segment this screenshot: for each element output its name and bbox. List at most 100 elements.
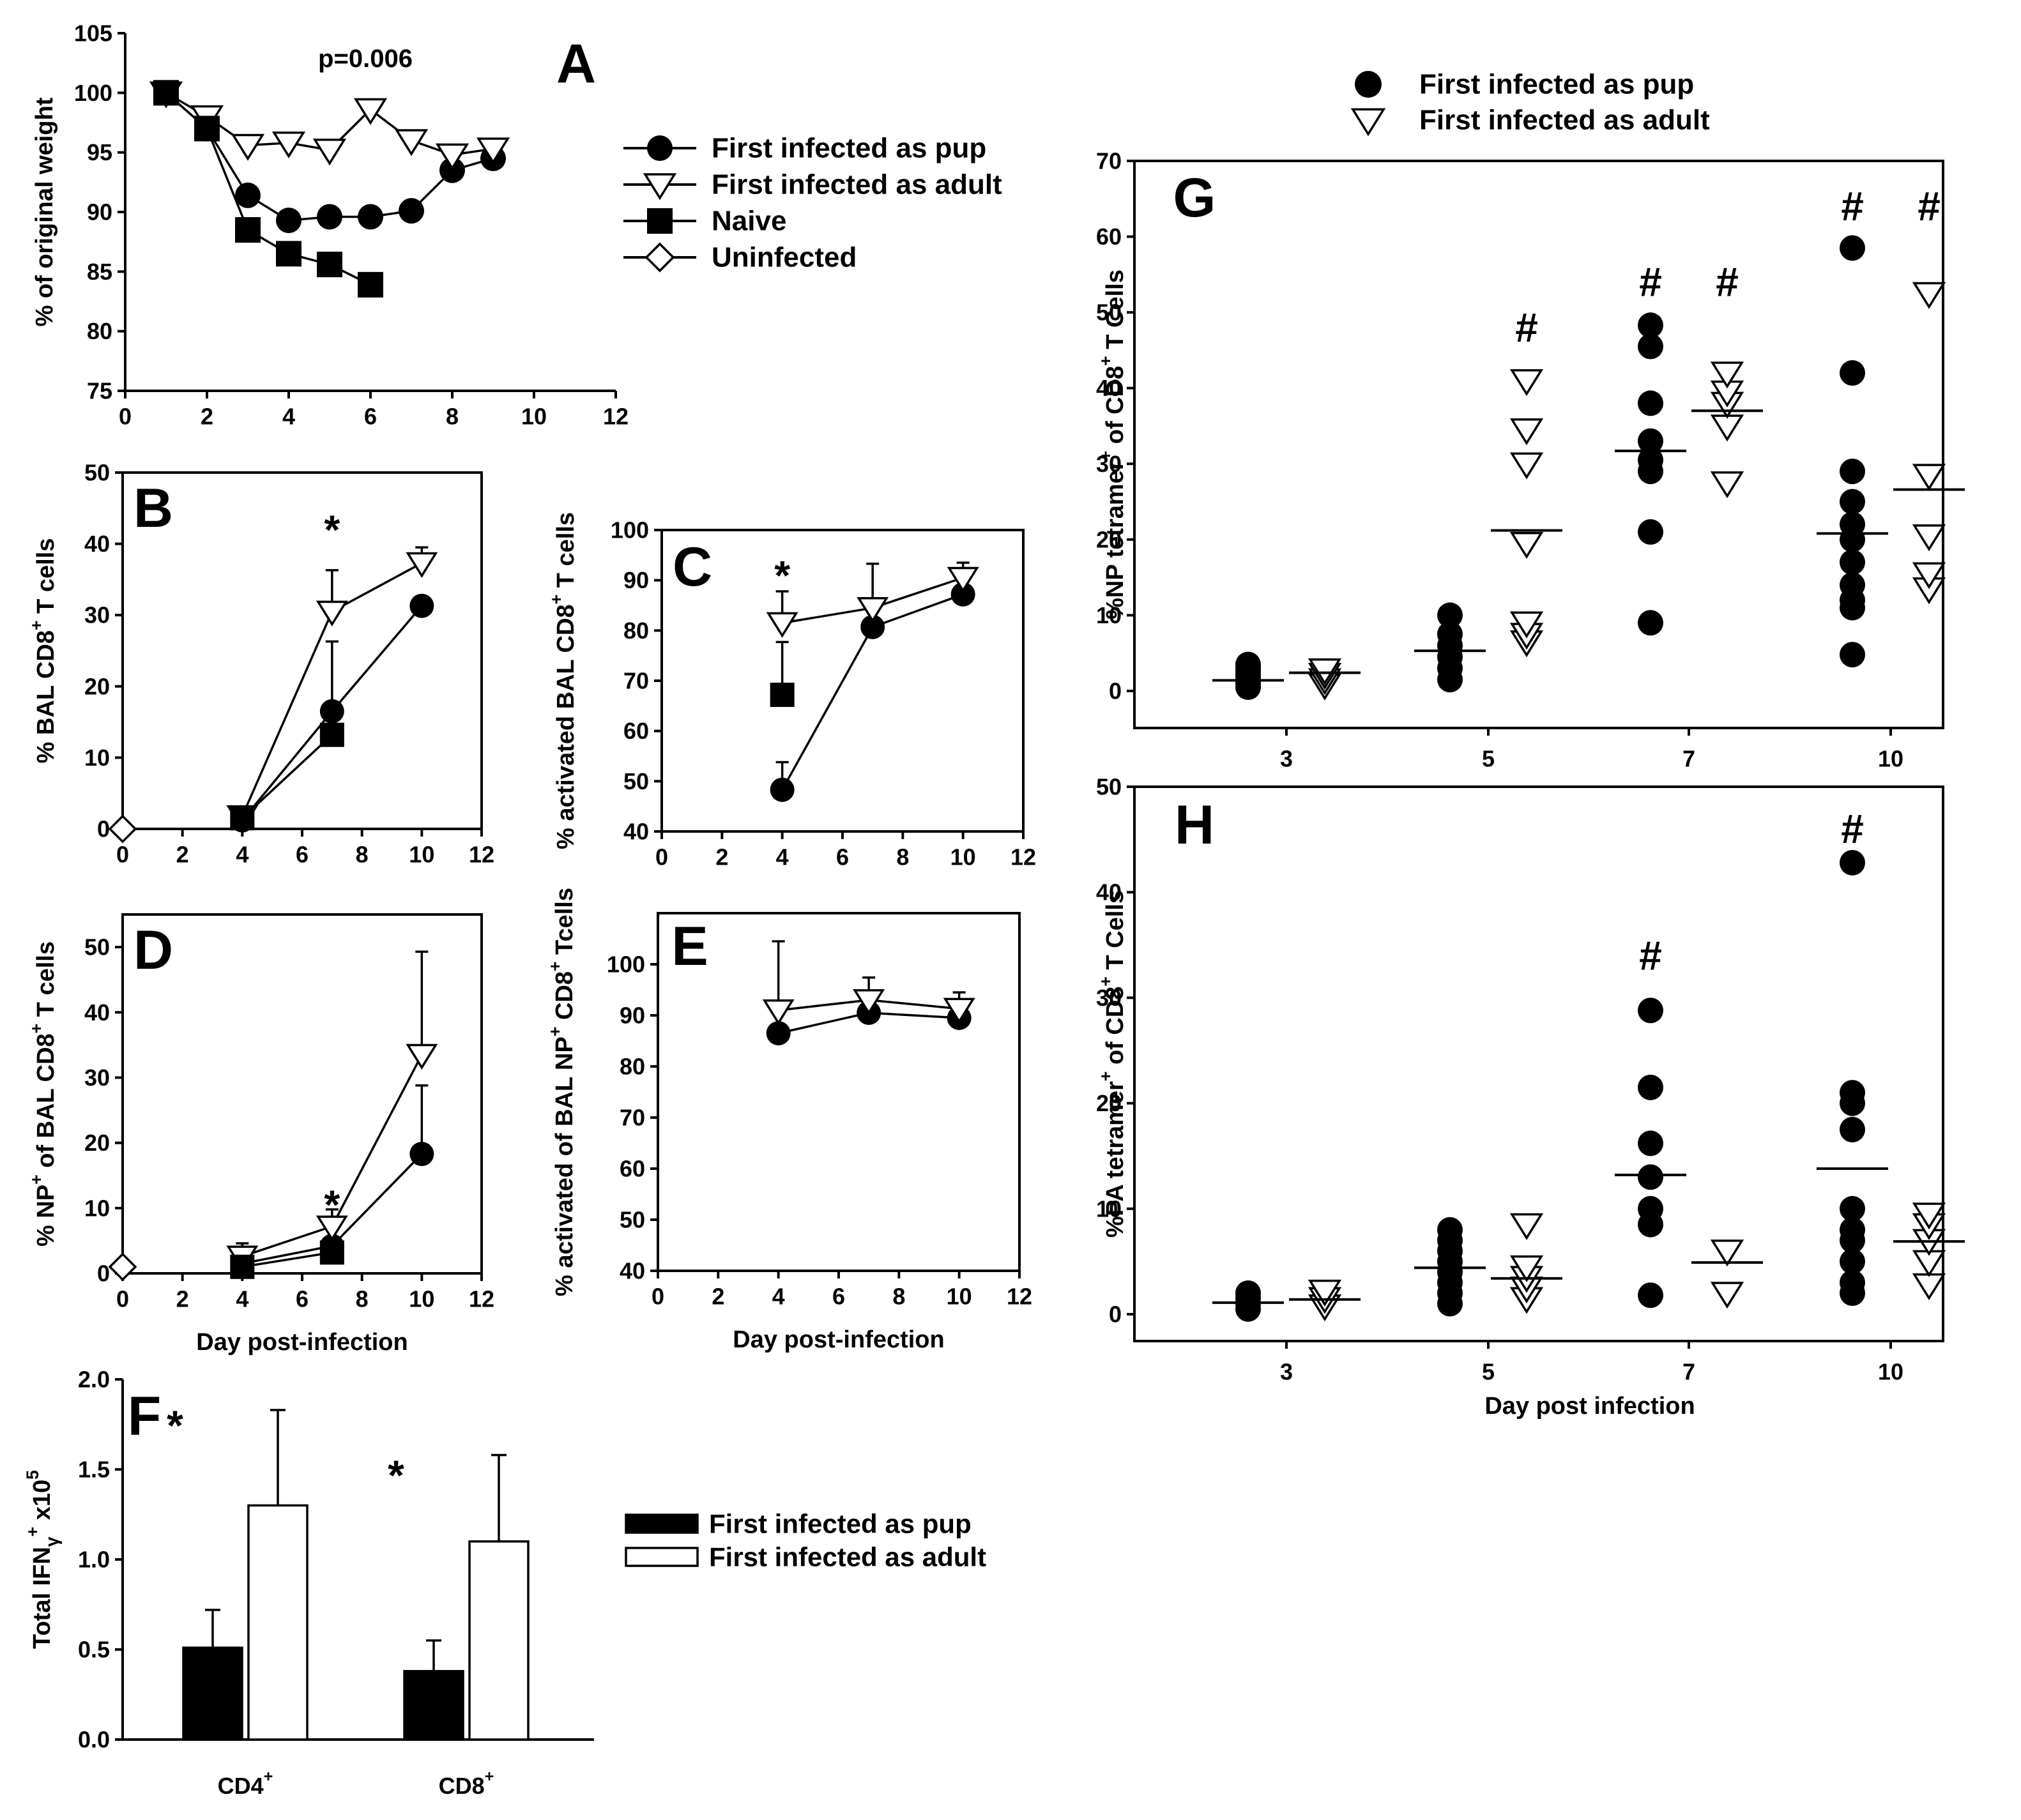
x-tick-label: 0 [116, 842, 129, 868]
bar [403, 1670, 464, 1741]
label-span: % NP [33, 1185, 59, 1247]
label-span: T cells [33, 538, 59, 621]
triangle-data-point [1509, 369, 1544, 397]
x-tick-label: 6 [832, 1284, 845, 1310]
triangle-data-point [1912, 464, 1946, 491]
square-data-point [317, 252, 342, 278]
panel-letter: F [128, 1386, 162, 1447]
significance-hash: # [1639, 259, 1662, 305]
y-tick-label: 105 [74, 20, 112, 47]
y-tick-label: 40 [1096, 879, 1122, 906]
x-tick-label: 12 [603, 404, 629, 430]
circle-data-point [1840, 235, 1865, 261]
y-tick-label: 50 [84, 934, 110, 960]
triangle-data-point [947, 566, 979, 593]
y-axis-title: % activated of BAL NP+ CD8+ Tcells [545, 888, 578, 1296]
gh-legend: First infected as pup First infected as a… [1350, 69, 1710, 137]
label-span: + [1096, 976, 1115, 987]
triangle-data-point [476, 137, 510, 165]
legend-entry: First infected as adult [625, 1542, 986, 1572]
circle-data-point [1638, 447, 1663, 473]
panel-letter: D [133, 920, 173, 981]
bar [247, 1504, 309, 1741]
y-tick-label: 100 [607, 952, 645, 978]
circle-data-point [409, 593, 434, 618]
triangle-data-point [1912, 524, 1946, 552]
triangle-data-point [406, 552, 438, 578]
triangle-data-point [271, 131, 306, 159]
triangle-data-point [316, 1215, 348, 1241]
x-tick-label: 6 [296, 1286, 309, 1312]
y-tick-label: 0.5 [78, 1637, 110, 1663]
panel-letter: G [1173, 167, 1216, 229]
x-tick-label: 6 [836, 844, 849, 870]
y-tick-label: 1.0 [78, 1547, 110, 1573]
x-tick-label: 0 [652, 1284, 664, 1310]
legend-entry: First infected as adult [1350, 105, 1710, 137]
label-span: γ [42, 1536, 63, 1547]
triangle-data-point [1509, 452, 1544, 480]
square-data-point [153, 80, 179, 106]
circle-data-point [1638, 1164, 1663, 1190]
triangle-data-point [1509, 418, 1544, 446]
circle-data-point [1235, 651, 1261, 678]
triangle-data-point [853, 989, 885, 1015]
square-data-point [770, 683, 795, 708]
y-tick-label: 20 [1096, 526, 1122, 552]
label-span: T cells [553, 512, 579, 595]
y-tick-label: 10 [1096, 602, 1122, 628]
label-span: %NP tetramer [1102, 460, 1129, 619]
x-tick-label: 3 [1280, 1359, 1293, 1385]
legend-label: Naive [712, 206, 786, 237]
circle-data-point [1840, 642, 1865, 668]
y-tick-label: 20 [84, 673, 110, 699]
legend-label: First infected as pup [712, 133, 986, 164]
circle-legend-marker [647, 135, 673, 161]
label-span: + [1096, 356, 1115, 366]
circle-data-point [358, 204, 383, 230]
y-tick-label: 85 [87, 259, 112, 285]
circle-data-point [1840, 459, 1865, 485]
label-span: CD8 [551, 971, 578, 1027]
legend-label: First infected as adult [1419, 105, 1710, 136]
panel-letter: E [671, 916, 708, 977]
x-tick-label: 7 [1682, 1359, 1695, 1385]
panel-e-chart: 40 50 60 70 80 90 100 0 2 4 6 8 10 12 % activated of B… [545, 888, 1032, 1353]
x-tick-label: 4 [282, 404, 295, 430]
significance-hash: # [1515, 305, 1538, 351]
x-tick-label: 10 [950, 844, 976, 870]
label-span: + [27, 1174, 46, 1185]
y-axis-title: %NP tetramer+ of CD8+ T Cells [1096, 269, 1129, 619]
x-tick-label: 5 [1482, 1359, 1495, 1385]
triangle-data-point [394, 129, 429, 156]
plot-frame [1133, 160, 1944, 729]
y-axis-title: % BAL CD8+ T cells [27, 538, 59, 764]
y-tick-label: 40 [1096, 375, 1122, 401]
label-span: of BAL CD8 [33, 1033, 59, 1174]
panel-a-chart: 75 80 85 90 95 100 105 0 2 4 6 8 10 12 % of original w… [31, 20, 629, 430]
triangle-data-point [1912, 1202, 1946, 1230]
triangle-data-point [943, 997, 975, 1024]
y-tick-label: 60 [623, 718, 649, 744]
label-span: of CD8 [1102, 987, 1129, 1072]
x-tick-label: 3 [1280, 746, 1293, 772]
label-span: + [547, 595, 566, 605]
circle-data-point [766, 1021, 791, 1045]
significance-hash: # [1639, 932, 1662, 978]
significance-hash: # [1918, 183, 1941, 229]
circle-data-point [1638, 997, 1663, 1024]
diamond-legend-marker [644, 242, 675, 273]
bar [468, 1540, 530, 1741]
label-span: + [23, 1527, 42, 1537]
triangle-data-point [1710, 471, 1744, 499]
label-span: %PA tetramer [1102, 1081, 1129, 1238]
square-legend-marker [647, 208, 673, 234]
y-tick-label: 70 [623, 668, 649, 694]
triangle-data-point [1912, 1273, 1946, 1301]
triangle-data-point [1509, 1255, 1544, 1282]
y-tick-label: 30 [84, 1065, 110, 1091]
